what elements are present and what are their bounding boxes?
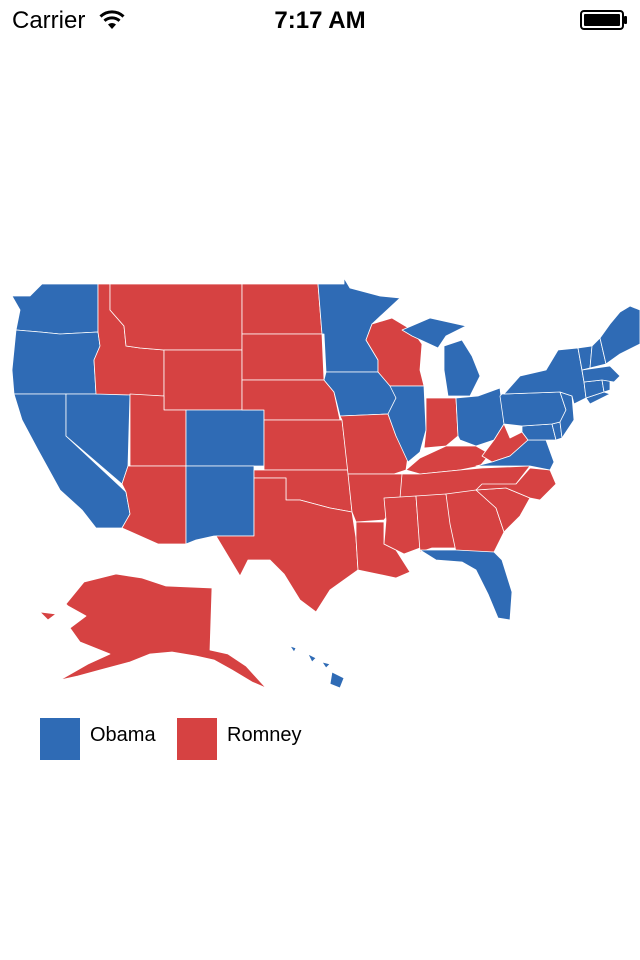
legend-label-obama: Obama: [90, 724, 156, 746]
state-TX: [215, 477, 359, 613]
carrier-label: Carrier: [12, 7, 86, 34]
state-ND: [241, 283, 323, 335]
state-IL: [387, 385, 427, 463]
state-KS: [263, 419, 349, 471]
wifi-icon: [98, 9, 126, 31]
clock: 7:17 AM: [274, 7, 366, 34]
state-WA: [11, 283, 99, 335]
state-AK: [7, 573, 267, 689]
state-OR: [11, 329, 101, 395]
state-LA: [355, 521, 411, 579]
state-MI: [401, 317, 481, 397]
legend-swatch-romney: [177, 718, 217, 760]
state-MA: [581, 365, 621, 383]
state-HI: [289, 645, 345, 689]
state-IN: [423, 397, 459, 449]
legend-swatch-obama: [40, 718, 80, 760]
state-WY: [163, 349, 243, 411]
state-MS: [383, 495, 421, 555]
election-map: [0, 270, 640, 690]
state-NC: [475, 467, 557, 501]
state-SD: [241, 333, 325, 381]
state-NM: [185, 465, 255, 545]
state-PA: [499, 391, 567, 427]
state-AZ: [121, 465, 187, 545]
state-CO: [185, 409, 265, 467]
state-MD: [521, 423, 557, 441]
battery-icon: [580, 10, 628, 30]
legend-label-romney: Romney: [227, 724, 302, 746]
state-ME: [599, 305, 640, 365]
state-AL: [415, 493, 457, 553]
state-MT: [109, 283, 243, 351]
status-bar: Carrier 7:17 AM: [0, 0, 640, 40]
state-FL: [419, 549, 513, 621]
